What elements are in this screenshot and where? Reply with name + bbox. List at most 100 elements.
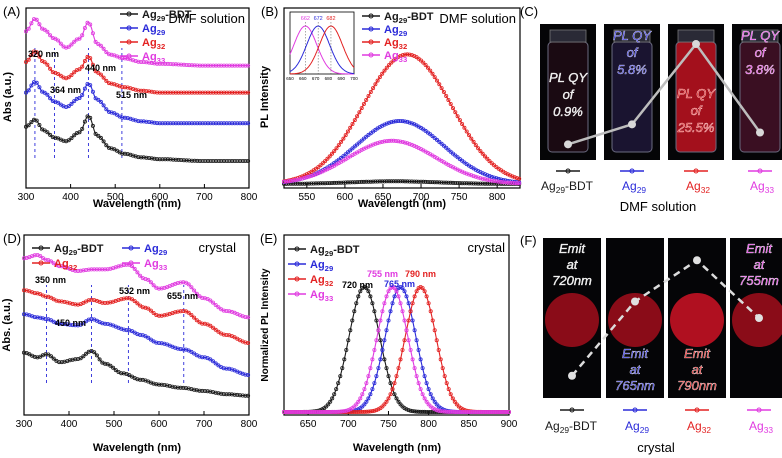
panel-e-series-ag32-point — [372, 408, 377, 413]
panel-b-series-ag29-point — [355, 142, 360, 147]
panel-e-legend-marker-ag32 — [294, 276, 300, 282]
panel-e-series-ag29-point — [396, 286, 401, 291]
panel-d-series-ag29-point — [103, 321, 108, 326]
panel-c-caption: DMF solution — [620, 199, 697, 214]
panel-b-series-bdt-point — [359, 179, 364, 184]
panel-b-series-ag32-point — [464, 129, 469, 134]
panel-a: (A) 300 400 500 600 700 800 DMF solution Abs … — [2, 4, 258, 210]
panel-d-series-ag33-point — [208, 298, 213, 303]
panel-e-series-ag32-point — [448, 392, 453, 397]
panel-d-annotation-655: 655 nm — [167, 291, 198, 301]
panel-b-series-bdt-point — [416, 179, 421, 184]
panel-d-series-bdt-point — [32, 354, 37, 359]
panel-b-series-ag32-point — [366, 94, 371, 99]
panel-e-series-ag29-point — [364, 399, 369, 404]
panel-d-series-ag32-point — [156, 313, 161, 318]
panel-d-series-ag33-point — [100, 267, 105, 272]
panel-b-series-ag32-point — [355, 114, 360, 119]
panel-e-series-ag32-point — [410, 301, 415, 306]
panel-a-series-ag33-point — [45, 29, 50, 34]
panel-b-series-ag33-point — [505, 180, 510, 185]
panel-c-vials: PL QY of 0.9% PL QY of 5.8% PL QY of 25.5% PL QY o… — [540, 24, 782, 160]
panel-a-series-bdt-point — [235, 158, 240, 163]
panel-a-series-bdt-point — [88, 115, 93, 120]
panel-d-series-ag29-point — [224, 366, 229, 371]
panel-a-series-ag32-point — [34, 50, 39, 55]
panel-d-annotation-350: 350 nm — [35, 275, 66, 285]
panel-a-series-ag32-point — [221, 90, 226, 95]
panel-a-series-ag32-point — [232, 90, 237, 95]
panel-e-series-ag29-point — [418, 357, 423, 362]
panel-d-series-ag29-point — [57, 321, 62, 326]
panel-e-series-ag33-point — [300, 409, 305, 414]
panel-f-emit-label-bdt: Emit — [559, 241, 586, 256]
panel-e-x-tick-label: 650 — [300, 419, 317, 430]
panel-d-series-ag32-point — [221, 332, 226, 337]
panel-e-series-ag29-point — [384, 328, 389, 333]
panel-b-series-ag33-point — [476, 175, 481, 180]
panel-d-series-ag29-point — [154, 340, 159, 345]
panel-a-series-bdt-point — [171, 157, 176, 162]
panel-d-series-ag29-point — [81, 321, 86, 326]
panel-e-series-ag33-point — [466, 409, 471, 414]
panel-f-legend-label-ag29-sub: 29 — [640, 425, 650, 435]
panel-b-series-ag33-point — [288, 178, 293, 183]
panel-e-series-ag29-point — [390, 301, 395, 306]
panel-b-series-bdt-point — [393, 179, 398, 184]
panel-a-series-bdt-point — [163, 157, 168, 162]
panel-a-legend-label-ag29: Ag29 — [142, 23, 165, 37]
panel-d-series-bdt-point — [237, 393, 242, 398]
panel-b-series-bdt-point — [339, 180, 344, 185]
panel-a-series-ag29-point — [69, 101, 74, 106]
panel-c-qy-label-ag33: of — [755, 45, 767, 60]
panel-b-series-ag29-point — [446, 147, 451, 152]
panel-e-series-ag33-point — [408, 347, 413, 352]
panel-d-series-ag32-point — [105, 300, 110, 305]
panel-a-x-tick-label: 800 — [241, 192, 258, 203]
panel-b-series-ag32-point — [446, 98, 451, 103]
panel-a-series-bdt-point — [187, 158, 192, 163]
panel-a-series-ag32-point — [224, 90, 229, 95]
panel-b-series-ag33-line — [284, 140, 520, 184]
panel-b-inset-tick-label: 680 — [325, 76, 333, 81]
panel-e-series-bdt-point — [384, 366, 389, 371]
panel-b-series-bdt-point — [409, 179, 414, 184]
panel-b-series-ag29-point — [345, 150, 350, 155]
panel-a-series-ag33-point — [176, 62, 181, 67]
panel-d-series-bdt-point — [81, 354, 86, 359]
panel-e-series-ag33-point — [416, 381, 421, 386]
panel-e-series-ag33-point — [392, 286, 397, 291]
panel-b-series-ag32-point — [432, 75, 437, 80]
panel-a-series-ag32-point — [155, 90, 160, 95]
panel-a-series-bdt-point — [149, 156, 154, 161]
panel-d-series-ag29-point — [178, 347, 183, 352]
panel-c-legend-marker-ag32 — [693, 168, 699, 174]
panel-e-series-ag32-point — [354, 409, 359, 414]
panel-c-legend-label-ag32: Ag32 — [686, 179, 710, 195]
panel-d-legend-label-bdt-base: Ag — [54, 243, 69, 255]
panel-e: (E) 650 700 750 800 850 900 crystal Normalize… — [260, 231, 518, 454]
panel-e-series-bdt-point — [394, 396, 399, 401]
panel-a-series-bdt-point — [136, 155, 141, 160]
panel-b: (B) 550 600 650 700 750 800 DMF solution PL I… — [259, 4, 522, 210]
panel-e-series-ag33-point — [436, 408, 441, 413]
panel-e-series-ag33-point — [360, 392, 365, 397]
panel-e-series-ag33-point — [454, 409, 459, 414]
panel-a-title-line1: DMF solution — [168, 11, 245, 26]
panel-b-series-ag32-point — [402, 52, 407, 57]
panel-d-series-ag29-point — [210, 359, 215, 364]
panel-a-series-ag33-point — [117, 55, 122, 60]
panel-e-series-ag33-point — [344, 408, 349, 413]
panel-b-series-ag32-point — [425, 65, 430, 70]
panel-e-series-bdt-point — [412, 409, 417, 414]
panel-b-series-ag33-point — [471, 174, 476, 179]
panel-b-series-bdt-point — [323, 181, 328, 186]
panel-e-series-ag32-point — [366, 409, 371, 414]
panel-d-legend-label-ag33-base: Ag — [144, 258, 159, 270]
panel-a-series-ag33-point — [168, 62, 173, 67]
panel-f-legend-label-ag33-base: Ag — [749, 419, 764, 433]
panel-d-series-ag33-point — [178, 280, 183, 285]
panel-e-series-ag33-point — [456, 409, 461, 414]
panel-f-legend-marker-bdt — [569, 407, 575, 413]
